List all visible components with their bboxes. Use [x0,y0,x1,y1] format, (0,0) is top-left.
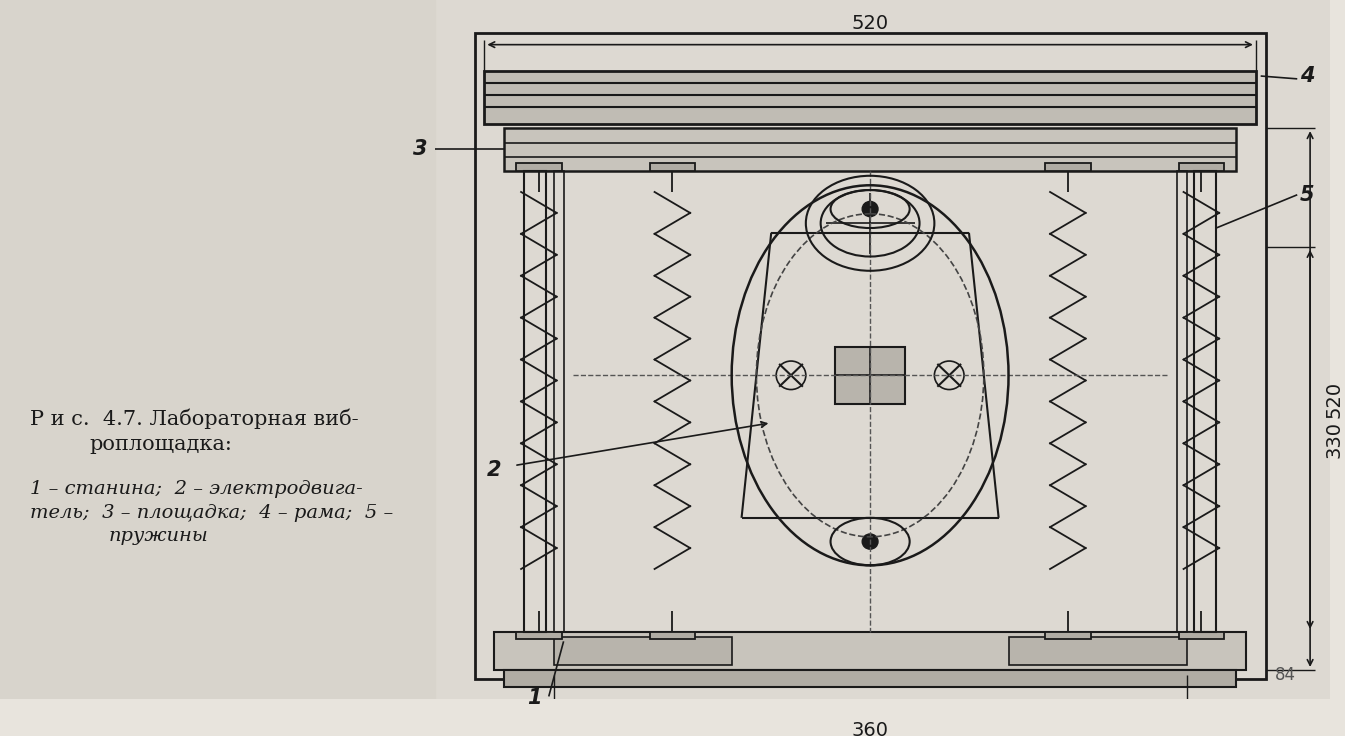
Text: тель;  3 – площадка;  4 – рама;  5 –: тель; 3 – площадка; 4 – рама; 5 – [30,503,393,522]
Circle shape [862,202,878,216]
Bar [1009,637,1186,665]
Text: 5: 5 [1301,185,1314,205]
Text: 520: 520 [1325,381,1344,417]
Text: 330: 330 [1325,421,1344,458]
Text: 84: 84 [1275,666,1295,684]
Text: 4: 4 [1301,66,1314,86]
Text: 520: 520 [851,14,889,33]
Bar [1194,171,1216,631]
Bar [0,0,434,699]
Bar [1178,631,1224,640]
Bar [504,128,1236,171]
Bar [516,163,562,171]
Bar [554,171,564,631]
Bar [650,631,695,640]
Bar [525,171,546,631]
Bar [495,631,1245,670]
Text: роплощадка:: роплощадка: [89,435,231,454]
Text: 1 – станина;  2 – электродвига-: 1 – станина; 2 – электродвига- [30,480,362,498]
Bar [1045,631,1091,640]
Bar [835,347,905,404]
Text: Р и с.  4.7. Лабораторная виб-: Р и с. 4.7. Лабораторная виб- [30,408,358,429]
Circle shape [862,534,878,549]
Bar [1045,163,1091,171]
Text: 1: 1 [527,688,541,708]
Bar [554,637,732,665]
Bar [650,163,695,171]
Bar [484,71,1256,124]
Bar [475,33,1266,679]
Bar [1178,163,1224,171]
Text: 360: 360 [851,721,889,736]
Text: 2: 2 [487,460,502,481]
Bar [1177,171,1186,631]
Text: пружины: пружины [109,527,208,545]
Bar [516,631,562,640]
Bar [504,670,1236,687]
Text: 3: 3 [413,139,428,159]
